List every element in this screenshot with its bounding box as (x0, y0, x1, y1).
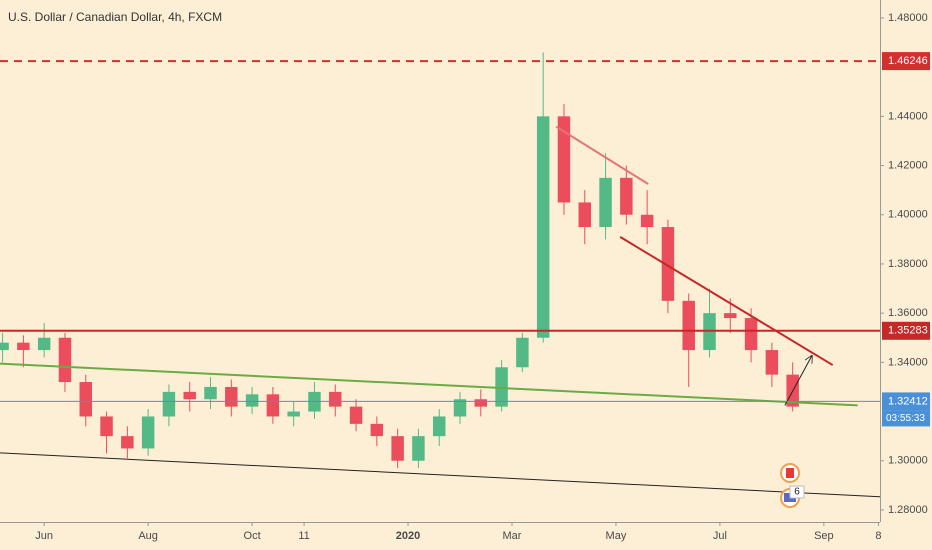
candle-body (578, 202, 591, 228)
candle-body (245, 394, 259, 407)
trendline (0, 362, 858, 407)
x-tick-label: 2020 (396, 530, 420, 542)
candle-body (79, 382, 93, 417)
candle-body (370, 423, 384, 437)
candle-body (474, 399, 488, 407)
candle-body (266, 394, 280, 417)
candle-body (724, 313, 737, 319)
candle-body (183, 391, 196, 400)
candle-body (495, 367, 508, 407)
chart-title: U.S. Dollar / Canadian Dollar, 4h, FXCM (8, 10, 222, 24)
x-tick-label: Jun (35, 530, 53, 542)
price-label-box (882, 392, 930, 411)
candle-body (640, 214, 654, 228)
candle-body (141, 416, 155, 449)
candle-body (391, 436, 404, 461)
countdown: 03:55:33 (886, 413, 925, 424)
candle-body (682, 300, 695, 351)
x-tick-label: 11 (298, 530, 309, 542)
candle-body (100, 416, 113, 437)
badge (789, 485, 805, 499)
trendline (619, 236, 834, 366)
countdown-box (882, 410, 930, 427)
x-tick-label: May (606, 530, 627, 542)
candle-body (620, 177, 633, 215)
candle-body (744, 318, 758, 351)
candle-body (0, 342, 9, 351)
x-tick-label: Mar (503, 530, 522, 542)
candle-body (225, 386, 238, 407)
candle-body (349, 406, 363, 424)
y-tick-label: 1.40000 (888, 209, 928, 221)
candle-body (432, 416, 446, 437)
price-label-box (882, 321, 930, 340)
trendline (555, 125, 649, 185)
y-tick-label: 1.28000 (888, 504, 928, 516)
candle-body (17, 342, 30, 351)
candle-body (453, 399, 467, 417)
candle-body (536, 116, 550, 338)
candle-body (37, 337, 51, 351)
candle-body (765, 350, 779, 375)
candle-body (557, 116, 571, 203)
candle-body (204, 386, 217, 400)
event-icons: 6 (780, 463, 805, 508)
x-tick-label: 8 (875, 530, 881, 542)
price-label: 1.35283 (888, 325, 928, 337)
y-tick-label: 1.34000 (888, 356, 928, 368)
x-tick-label: Sep (814, 530, 834, 542)
candle-body (412, 436, 425, 461)
y-tick-label: 1.42000 (888, 159, 928, 171)
candle-body (661, 227, 675, 301)
y-tick-label: 1.48000 (888, 12, 928, 24)
y-tick-label: 1.44000 (888, 110, 928, 122)
x-tick-label: Aug (138, 530, 158, 542)
candle-body (162, 391, 176, 417)
trendline (0, 452, 880, 498)
plot-area (0, 52, 880, 498)
candle-body (599, 177, 612, 228)
y-tick-label: 1.38000 (888, 258, 928, 270)
price-label: 1.46246 (888, 55, 928, 67)
candle-body (121, 436, 134, 449)
candle-body (329, 391, 342, 407)
flag-icon (786, 468, 794, 478)
y-tick-label: 1.36000 (888, 307, 928, 319)
price-label-box (882, 52, 930, 71)
x-tick-label: Jul (713, 530, 727, 542)
price-label: 1.32412 (888, 395, 928, 407)
candle-body (516, 337, 529, 368)
candle-body (287, 411, 300, 417)
candle-body (58, 337, 72, 383)
y-tick-label: 1.30000 (888, 455, 928, 467)
badge-count: 6 (794, 487, 800, 498)
x-tick-label: Oct (244, 530, 261, 542)
trendline (784, 356, 812, 406)
